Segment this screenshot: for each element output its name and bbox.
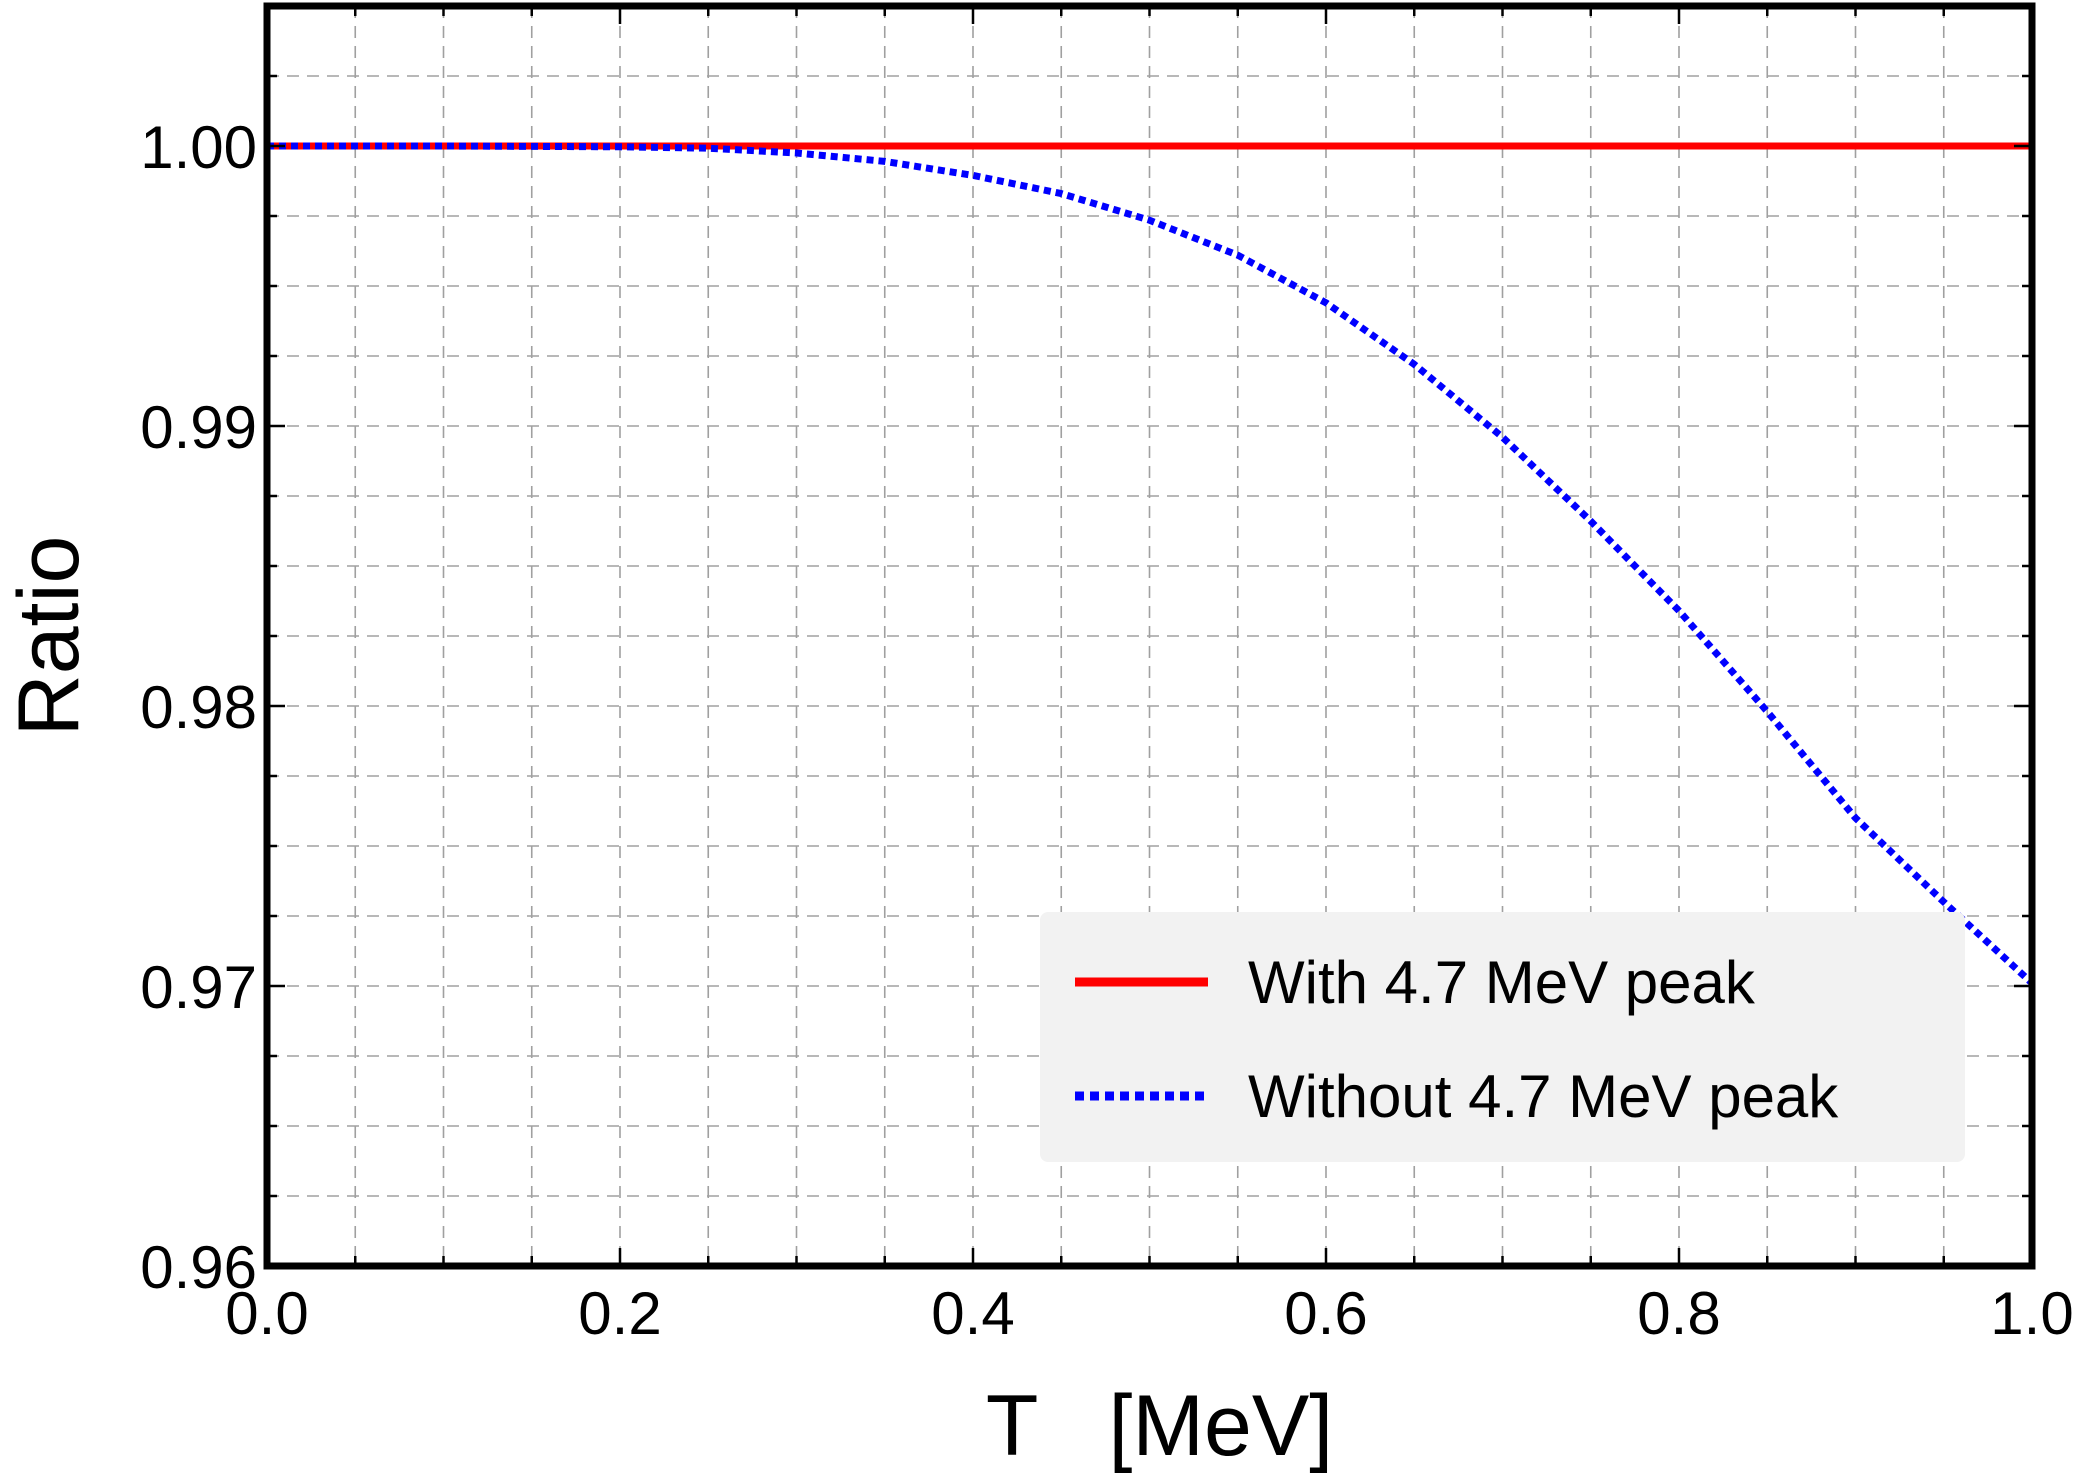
legend: With 4.7 MeV peak Without 4.7 MeV peak	[1040, 912, 1965, 1162]
tick-labels: 0.0 0.2 0.4 0.6 0.8 1.0 0.96 0.97 0.98 0.99 1.00	[140, 114, 2073, 1347]
x-axis-title: T [MeV]	[986, 1378, 1333, 1474]
series-line-without-peak	[267, 142, 2035, 986]
y-tick-label: 0.99	[140, 394, 257, 461]
x-tick-label: 1.0	[1990, 1280, 2073, 1347]
legend-label-with-peak: With 4.7 MeV peak	[1248, 949, 1756, 1016]
y-tick-label: 0.98	[140, 674, 257, 741]
legend-box	[1040, 912, 1965, 1162]
legend-label-without-peak: Without 4.7 MeV peak	[1248, 1063, 1839, 1130]
y-tick-label: 0.97	[140, 954, 257, 1021]
y-axis-title: Ratio	[1, 536, 97, 737]
x-tick-label: 0.4	[931, 1280, 1014, 1347]
x-tick-label: 0.2	[578, 1280, 661, 1347]
x-tick-label: 0.6	[1284, 1280, 1367, 1347]
x-tick-label: 0.8	[1637, 1280, 1720, 1347]
y-tick-label: 1.00	[140, 114, 257, 181]
y-tick-label: 0.96	[140, 1234, 257, 1301]
x-tick-label: 0.0	[225, 1280, 308, 1347]
series-layer	[267, 142, 2035, 986]
plot-frame	[263, 2, 2036, 1270]
